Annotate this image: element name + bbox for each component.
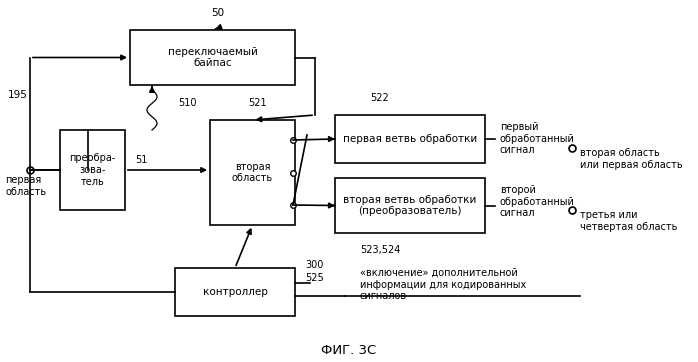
Bar: [175, 268, 295, 316]
Bar: [335, 115, 485, 163]
Text: преобра-
зова-
тель: преобра- зова- тель: [69, 153, 116, 186]
Text: второй
обработанный
сигнал: второй обработанный сигнал: [500, 185, 575, 218]
Text: «включение» дополнительной
информации для кодированных
сигналов: «включение» дополнительной информации дл…: [360, 268, 526, 301]
Text: первая ветвь обработки: первая ветвь обработки: [343, 134, 477, 144]
Bar: [60, 130, 125, 210]
Text: контроллер: контроллер: [202, 287, 267, 297]
Text: 525: 525: [305, 273, 324, 283]
Text: вторая область
или первая область: вторая область или первая область: [580, 148, 683, 170]
Text: 51: 51: [135, 155, 147, 165]
Text: 195: 195: [8, 90, 28, 100]
Bar: [210, 120, 295, 225]
Text: 300: 300: [305, 260, 323, 270]
Text: 522: 522: [370, 93, 389, 103]
Text: 523,524: 523,524: [360, 245, 401, 255]
Bar: [130, 30, 295, 85]
Text: 510: 510: [178, 98, 197, 108]
Text: 521: 521: [248, 98, 267, 108]
Bar: [335, 178, 485, 233]
Text: 50: 50: [211, 8, 225, 18]
Text: вторая
область: вторая область: [232, 162, 273, 183]
Text: первый
обработанный
сигнал: первый обработанный сигнал: [500, 122, 575, 155]
Text: ФИГ. 3С: ФИГ. 3С: [321, 344, 377, 357]
Text: вторая ветвь обработки
(преобразователь): вторая ветвь обработки (преобразователь): [343, 195, 477, 216]
Text: переключаемый
байпас: переключаемый байпас: [168, 47, 258, 68]
Text: первая
область: первая область: [5, 175, 46, 197]
Text: третья или
четвертая область: третья или четвертая область: [580, 210, 677, 232]
